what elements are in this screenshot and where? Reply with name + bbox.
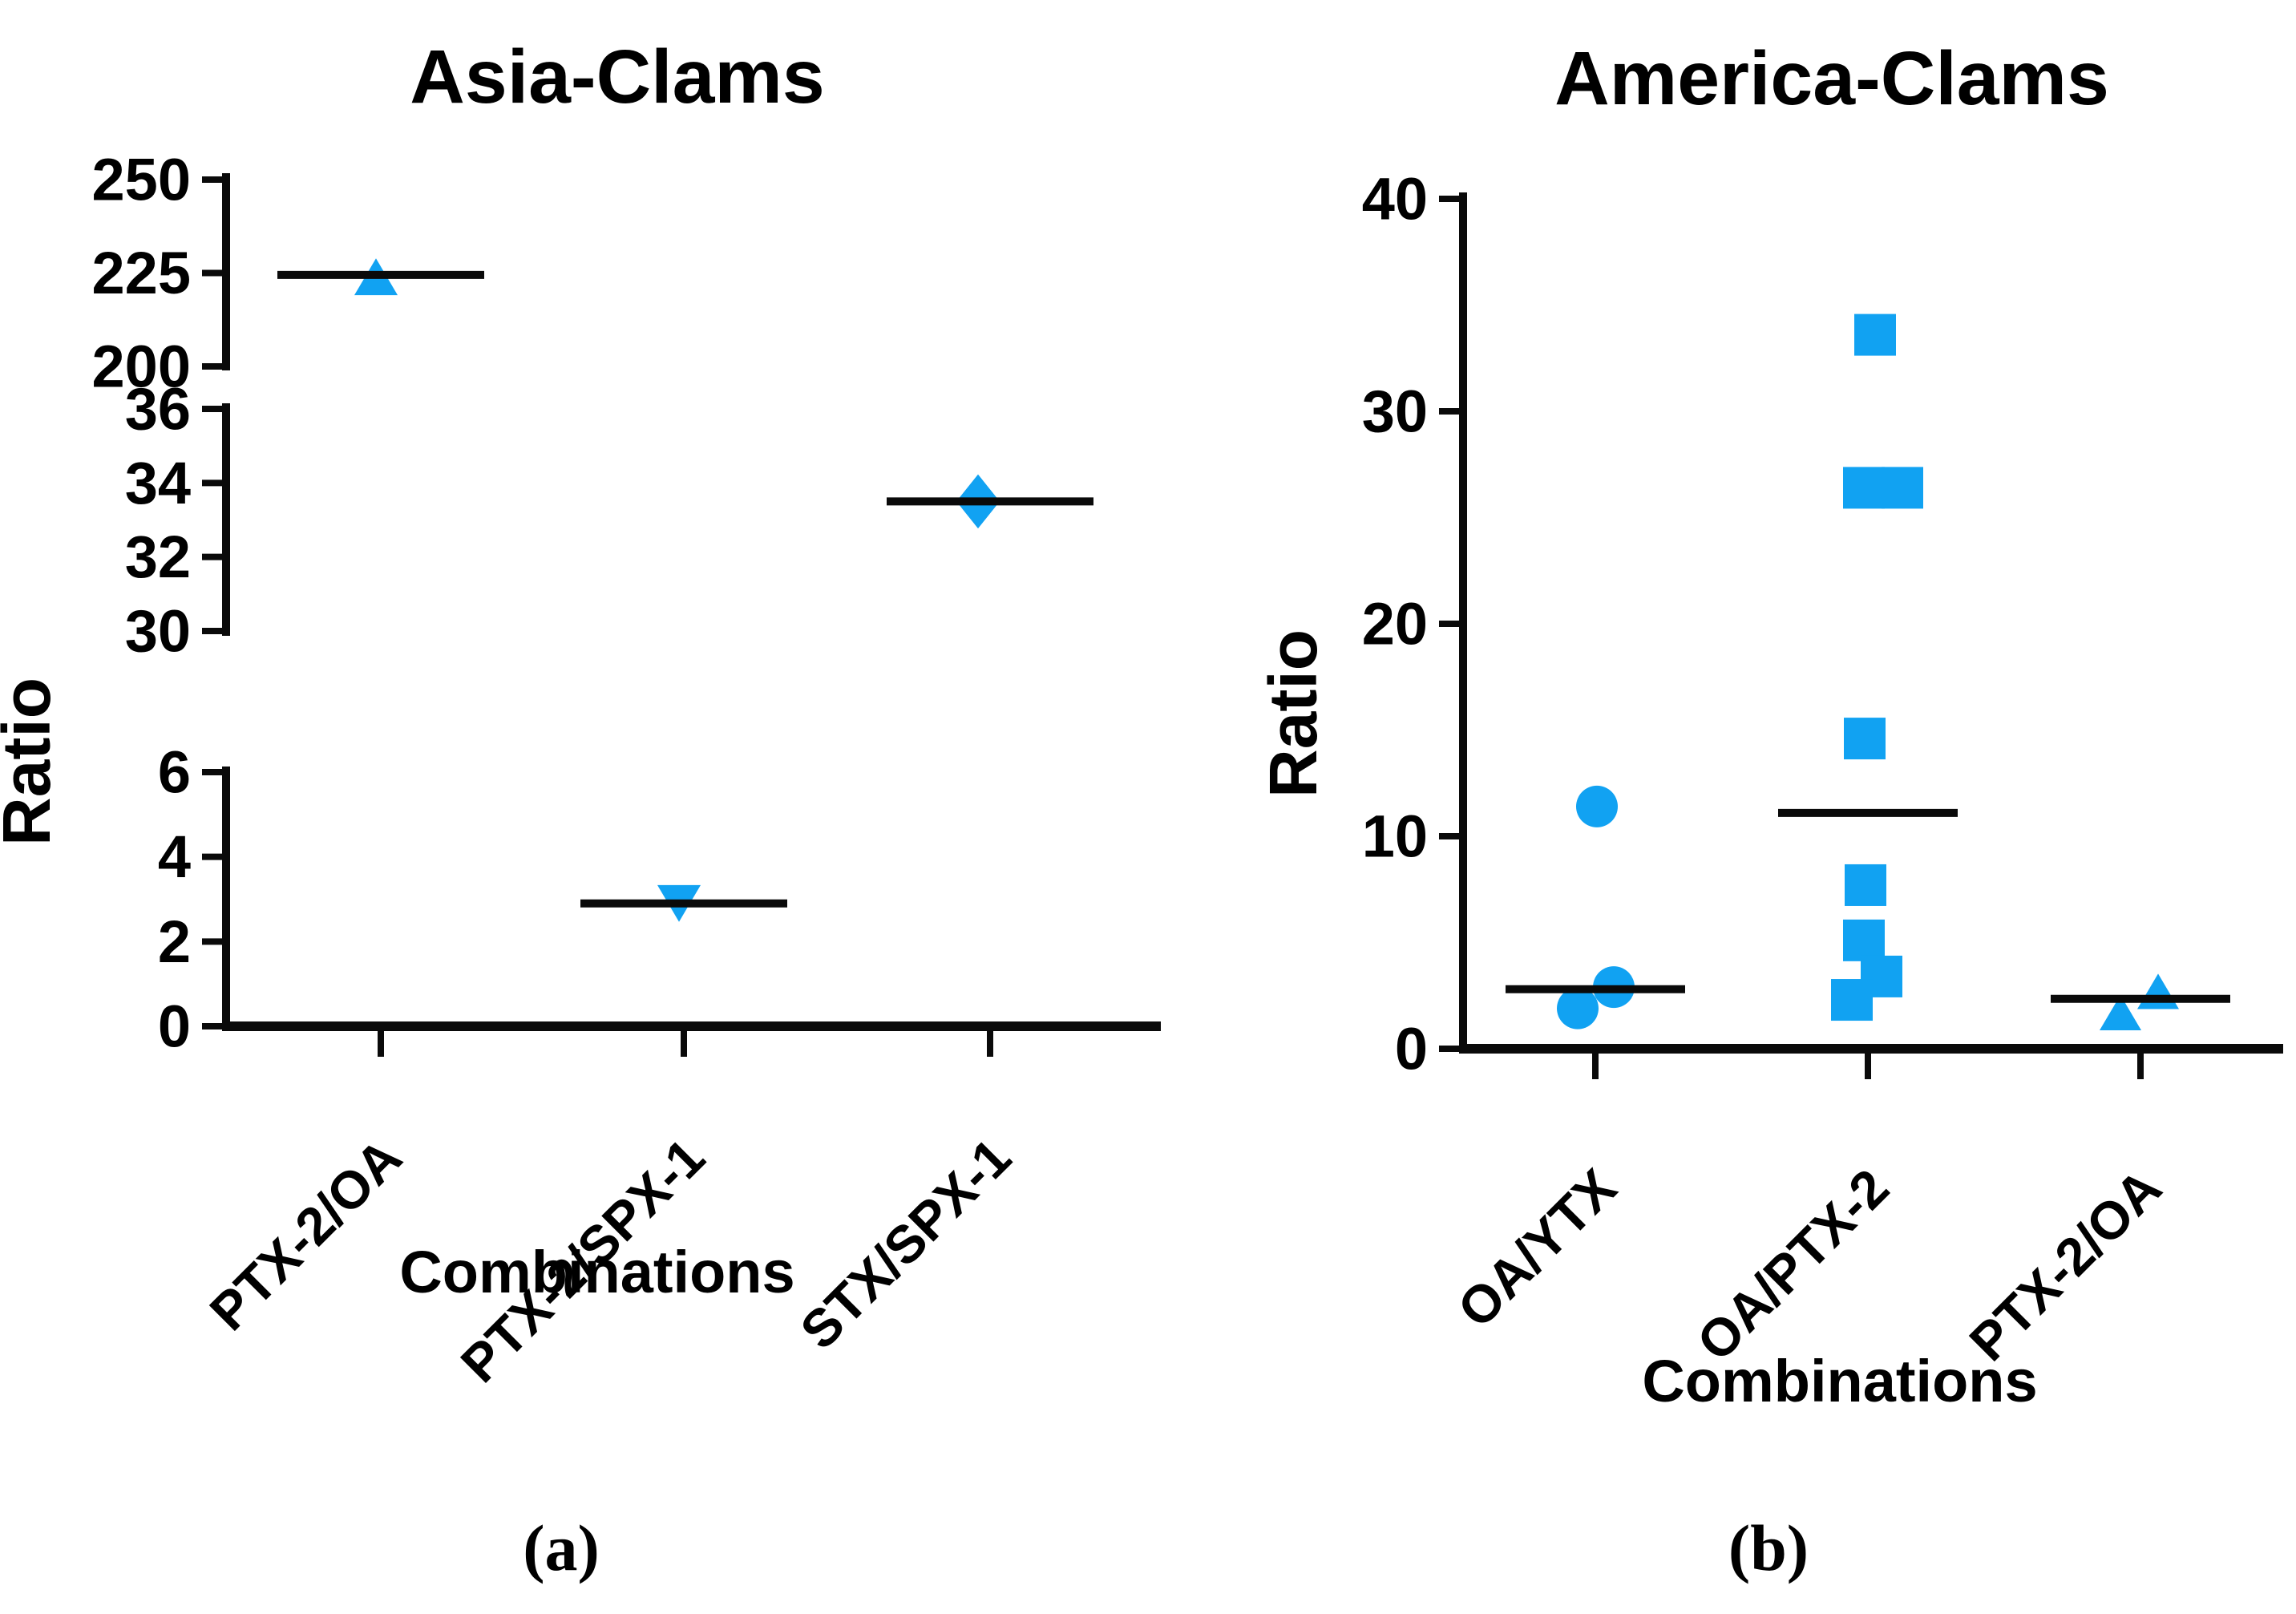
data-point-triangle-up — [2137, 973, 2179, 1009]
y-axis-title: Ratio — [0, 678, 64, 846]
y-tick-label: 250 — [92, 147, 191, 213]
panel-caption: (a) — [523, 1511, 600, 1584]
y-tick-label: 225 — [92, 240, 191, 306]
y-tick-label: 0 — [1395, 1016, 1428, 1082]
y-tick-label: 10 — [1362, 803, 1428, 870]
y-tick-label: 36 — [125, 376, 191, 443]
data-point-square — [1843, 467, 1885, 509]
x-tick-label: STX/SPX-1 — [789, 1127, 1022, 1361]
data-point-square — [1844, 718, 1886, 760]
y-tick-label: 200 — [92, 334, 191, 400]
y-tick-label: 4 — [158, 823, 191, 890]
x-axis-title: Combinations — [399, 1239, 794, 1305]
y-tick-label: 20 — [1362, 591, 1428, 657]
y-tick-label: 30 — [1362, 378, 1428, 445]
y-tick-label: 0 — [158, 993, 191, 1060]
x-tick-label: PTX-2/OA — [1958, 1158, 2173, 1373]
y-tick-label: 32 — [125, 524, 191, 590]
data-point-square — [1882, 467, 1923, 509]
y-axis-title: Ratio — [1255, 629, 1331, 798]
y-tick-label: 30 — [125, 598, 191, 665]
y-tick-label: 40 — [1362, 166, 1428, 233]
y-tick-label: 6 — [158, 739, 191, 806]
x-axis-title: Combinations — [1642, 1348, 2037, 1414]
data-point-circle — [1557, 987, 1599, 1029]
panel-america-clams: America-Clams Ratio Combinations (b) 0 10… — [1255, 36, 2283, 1584]
y-tick-label: 34 — [125, 450, 191, 516]
data-point-circle — [1576, 785, 1618, 827]
panel-caption: (b) — [1728, 1511, 1809, 1584]
panel-asia-clams: Asia-Clams Ratio Combinations (a) 0 2 4 6 30… — [0, 34, 1161, 1584]
y-tick-label: 2 — [158, 908, 191, 975]
plot-area-america: 0 10 20 30 40 OA/YTX OA/PTX-2 PTX-2/OA — [1362, 166, 2283, 1373]
data-point-square — [1831, 979, 1873, 1021]
chart-title: America-Clams — [1554, 36, 2109, 121]
x-tick-label: PTX-2/OA — [198, 1127, 413, 1342]
data-point-square — [1843, 919, 1885, 961]
x-tick-label: OA/YTX — [1446, 1158, 1627, 1339]
data-point-triangle-up — [2100, 994, 2141, 1031]
data-point-square — [1854, 313, 1896, 356]
chart-title: Asia-Clams — [410, 34, 824, 119]
data-point-square — [1845, 864, 1886, 906]
x-tick-label: OA/PTX-2 — [1685, 1158, 1900, 1373]
